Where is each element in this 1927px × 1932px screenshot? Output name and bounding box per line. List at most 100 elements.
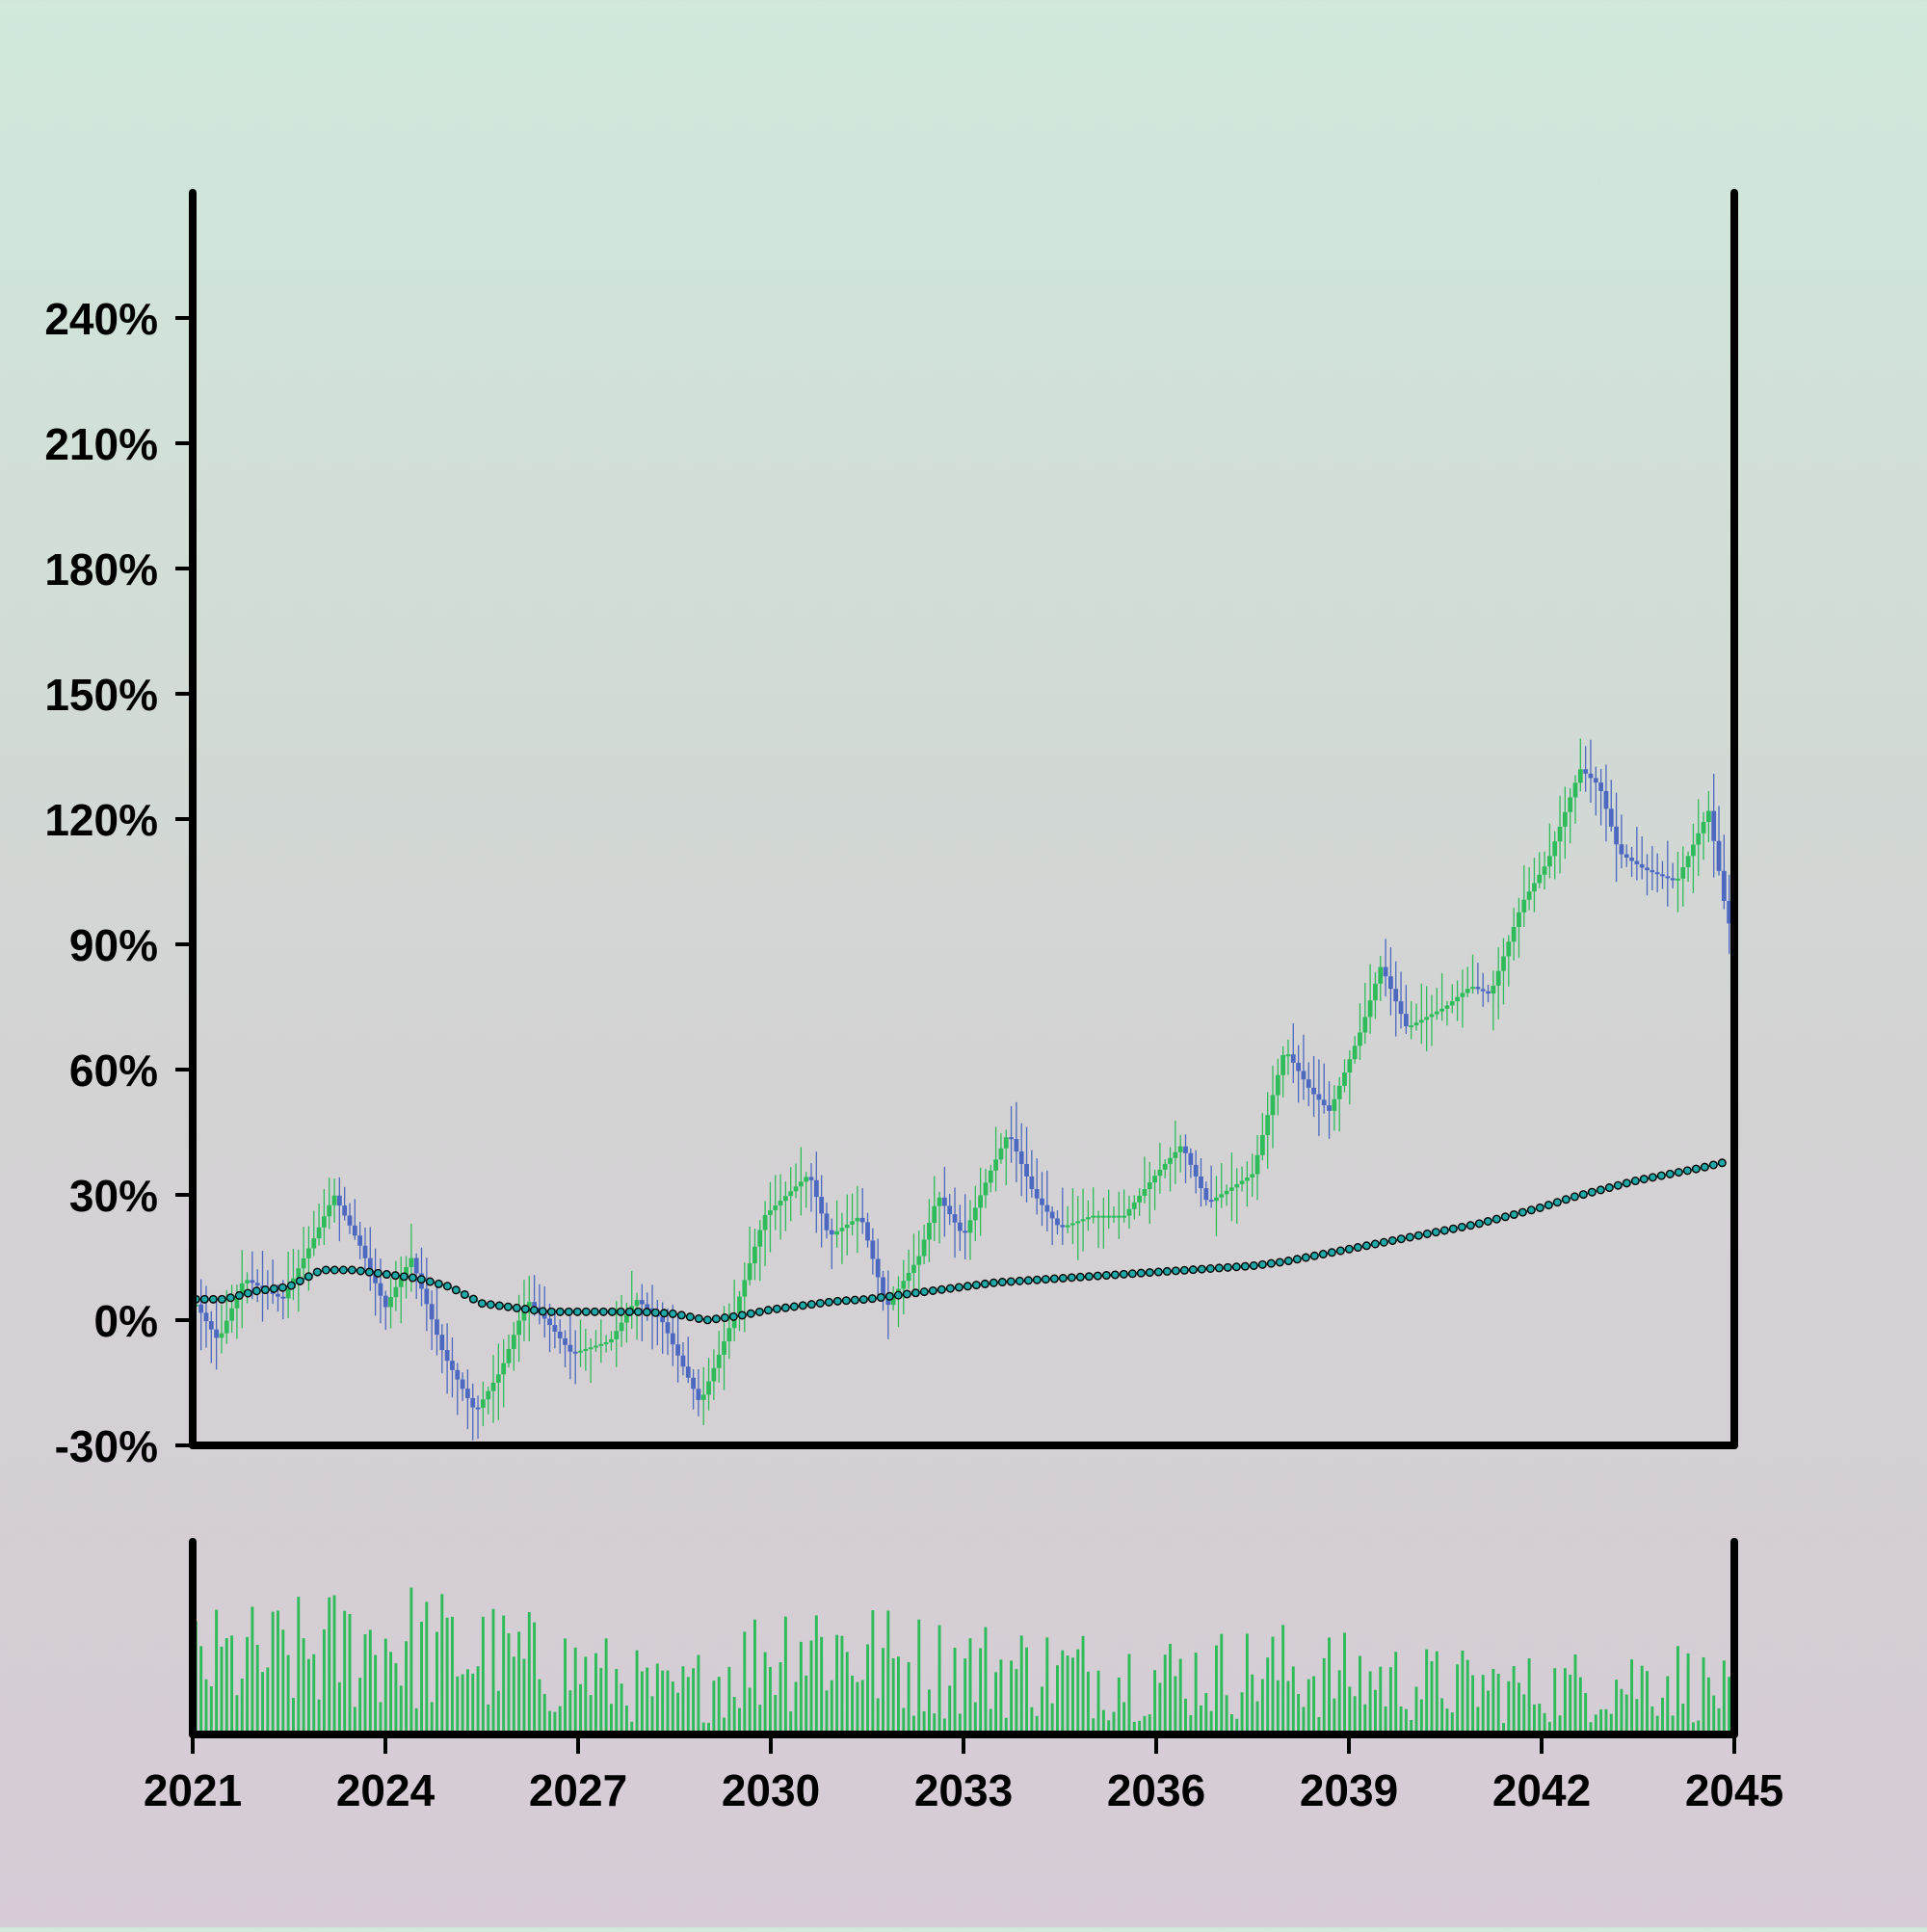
moving-average-point [1596, 1185, 1605, 1195]
moving-average-point [1474, 1219, 1484, 1229]
candle-body [1654, 872, 1660, 875]
volume-bar [624, 1705, 628, 1734]
candle-body [1280, 1054, 1286, 1075]
volume-bar [271, 1611, 275, 1734]
volume-bar [1630, 1659, 1634, 1734]
candle-body [1413, 1022, 1419, 1026]
volume-bar [866, 1644, 870, 1734]
volume-bar [594, 1653, 597, 1734]
volume-bar [224, 1637, 228, 1734]
volume-bar [897, 1656, 900, 1734]
volume-bar [420, 1622, 423, 1734]
candle-body [993, 1159, 998, 1171]
candle-body [1152, 1176, 1157, 1183]
volume-bar [579, 1683, 582, 1734]
volume-bar [1604, 1708, 1608, 1734]
volume-bar [1204, 1693, 1208, 1734]
candle-body [1003, 1137, 1009, 1149]
moving-average-point [520, 1305, 530, 1314]
candle-body [1111, 1215, 1117, 1218]
candle-body [1665, 876, 1671, 879]
moving-average-point [1015, 1276, 1024, 1285]
candle-body [1572, 782, 1578, 798]
candle-body [1265, 1115, 1271, 1135]
moving-average-point [356, 1266, 365, 1276]
volume-bar [374, 1654, 378, 1734]
moving-average-point [416, 1275, 426, 1284]
candle-body [1711, 810, 1717, 841]
moving-average-point [902, 1289, 911, 1299]
volume-bar [953, 1647, 957, 1734]
moving-average-point [884, 1291, 894, 1301]
volume-bar [1399, 1706, 1403, 1734]
volume-bar [1143, 1715, 1147, 1734]
x-axis-ticks: 2021 2024 2027 2030 2033 2036 2039 2042 2045 [144, 1734, 1783, 1815]
volume-bar [204, 1679, 208, 1734]
moving-average-point [468, 1294, 478, 1304]
candle-body [1378, 966, 1384, 984]
moving-average-point [737, 1310, 747, 1320]
moving-average-point [1075, 1272, 1085, 1282]
candle-body [722, 1341, 726, 1355]
volume-bar [1343, 1632, 1346, 1734]
candle-body [1470, 987, 1475, 990]
volume-bar [1127, 1654, 1131, 1734]
volume-bar [783, 1616, 787, 1734]
volume-bar [1373, 1689, 1377, 1734]
candle-body [367, 1257, 373, 1271]
moving-average-point [1292, 1255, 1302, 1264]
candle-body [1439, 1008, 1445, 1012]
moving-average-point [789, 1302, 799, 1311]
candle-body [1352, 1045, 1358, 1060]
volume-bar [1291, 1666, 1295, 1734]
candle-body [1358, 1032, 1362, 1046]
candle-body [1623, 854, 1629, 859]
volume-bar [251, 1606, 254, 1734]
candle-body [1131, 1202, 1137, 1209]
candle-body [1424, 1017, 1430, 1020]
moving-average-point [1587, 1187, 1597, 1197]
moving-average-point [1544, 1201, 1553, 1210]
volume-bar [1328, 1637, 1331, 1734]
volume-bar [1025, 1647, 1028, 1734]
x-tick-label: 2027 [529, 1765, 627, 1815]
candle-body [557, 1331, 563, 1338]
candle-body [988, 1170, 993, 1183]
volume-bar [1414, 1686, 1418, 1734]
candle-body [685, 1366, 691, 1378]
volume-bar [1543, 1712, 1546, 1734]
moving-average-point [1439, 1226, 1449, 1235]
volume-bar [1297, 1693, 1301, 1734]
moving-average-point [286, 1281, 296, 1290]
volume-bar [383, 1638, 387, 1734]
y-tick-label: 240% [44, 294, 158, 344]
candle-body [280, 1296, 286, 1299]
volume-bar [723, 1717, 726, 1734]
volume-bar [1184, 1698, 1187, 1734]
candle-body [1009, 1137, 1014, 1140]
candle-body [1691, 844, 1696, 857]
volume-bar [1189, 1715, 1193, 1734]
volume-bar [1666, 1676, 1670, 1734]
volume-bar [1107, 1720, 1111, 1734]
volume-bar [1507, 1681, 1511, 1734]
candle-body [532, 1302, 537, 1308]
candle-body [506, 1348, 512, 1363]
volume-bar [1476, 1707, 1480, 1734]
moving-average-point [685, 1312, 695, 1322]
y-tick-label: 180% [44, 544, 158, 595]
moving-average-point [1648, 1173, 1657, 1182]
candle-body [603, 1342, 609, 1345]
moving-average-point [330, 1265, 339, 1275]
volume-bar [399, 1685, 403, 1734]
candle-body [1122, 1215, 1127, 1218]
volume-bar [1532, 1704, 1536, 1734]
moving-average-point [1197, 1264, 1206, 1274]
candle-body [552, 1325, 558, 1332]
candle-body [1275, 1074, 1280, 1096]
candle-body [1362, 1017, 1368, 1033]
y-tick-label: 0% [94, 1296, 158, 1346]
moving-average-point [1561, 1195, 1571, 1204]
volume-bar [1169, 1643, 1173, 1734]
